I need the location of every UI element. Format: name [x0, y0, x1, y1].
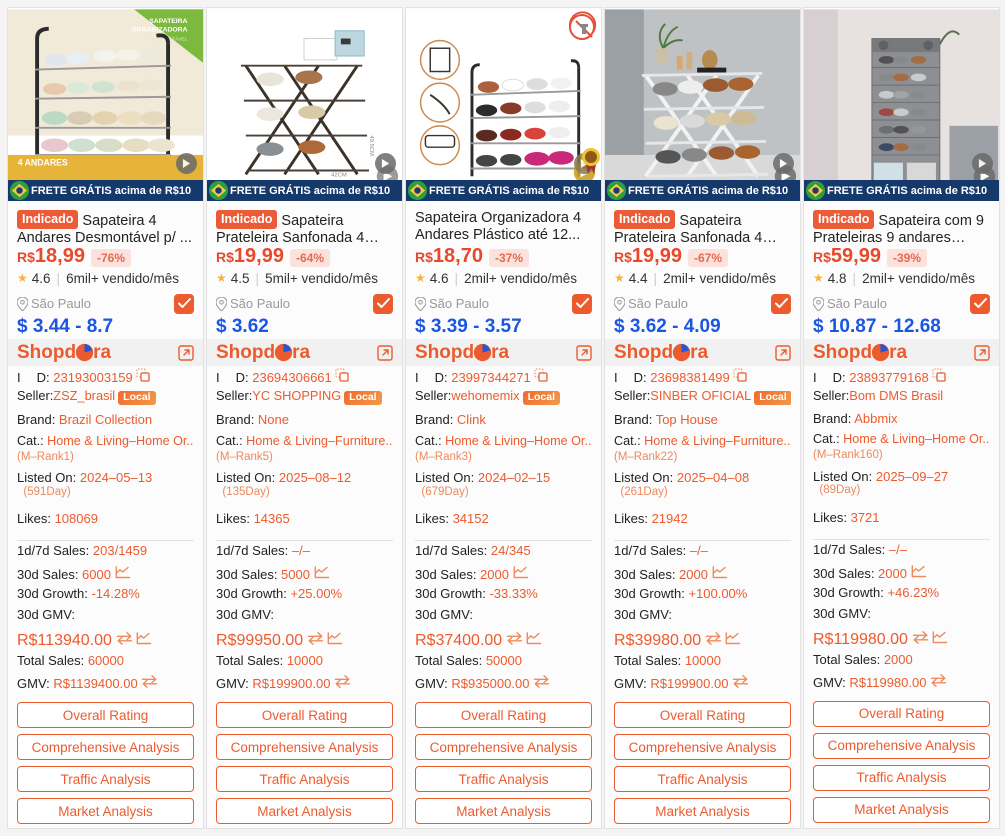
svg-text:SAPATEIRA: SAPATEIRA — [149, 18, 187, 25]
svg-text:ORGANIZADORA: ORGANIZADORA — [131, 27, 187, 34]
svg-text:49.5CM: 49.5CM — [368, 136, 374, 157]
svg-text:4 ANDARES: 4 ANDARES — [18, 158, 68, 168]
svg-text:42CM: 42CM — [331, 172, 347, 178]
